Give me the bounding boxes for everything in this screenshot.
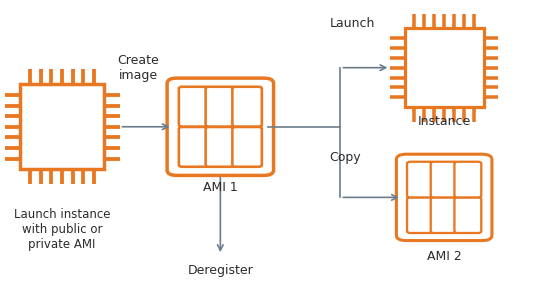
FancyBboxPatch shape bbox=[205, 127, 235, 167]
Text: Instance: Instance bbox=[417, 114, 471, 127]
FancyBboxPatch shape bbox=[454, 197, 481, 233]
Bar bbox=[20, 84, 104, 169]
FancyBboxPatch shape bbox=[396, 154, 492, 241]
Text: Create
image: Create image bbox=[118, 54, 160, 82]
Text: Launch: Launch bbox=[330, 17, 375, 29]
FancyBboxPatch shape bbox=[232, 87, 262, 127]
FancyBboxPatch shape bbox=[179, 87, 208, 127]
FancyBboxPatch shape bbox=[232, 127, 262, 167]
FancyBboxPatch shape bbox=[407, 162, 434, 197]
Text: Deregister: Deregister bbox=[188, 265, 253, 277]
Text: AMI 2: AMI 2 bbox=[427, 250, 461, 263]
FancyBboxPatch shape bbox=[407, 197, 434, 233]
FancyBboxPatch shape bbox=[454, 162, 481, 197]
FancyBboxPatch shape bbox=[205, 87, 235, 127]
FancyBboxPatch shape bbox=[179, 127, 208, 167]
Text: Copy: Copy bbox=[330, 150, 361, 164]
Text: Launch instance
with public or
private AMI: Launch instance with public or private A… bbox=[14, 207, 110, 251]
Text: AMI 1: AMI 1 bbox=[203, 181, 238, 194]
FancyBboxPatch shape bbox=[431, 162, 458, 197]
FancyBboxPatch shape bbox=[431, 197, 458, 233]
FancyBboxPatch shape bbox=[167, 78, 274, 175]
Bar bbox=[405, 28, 484, 107]
